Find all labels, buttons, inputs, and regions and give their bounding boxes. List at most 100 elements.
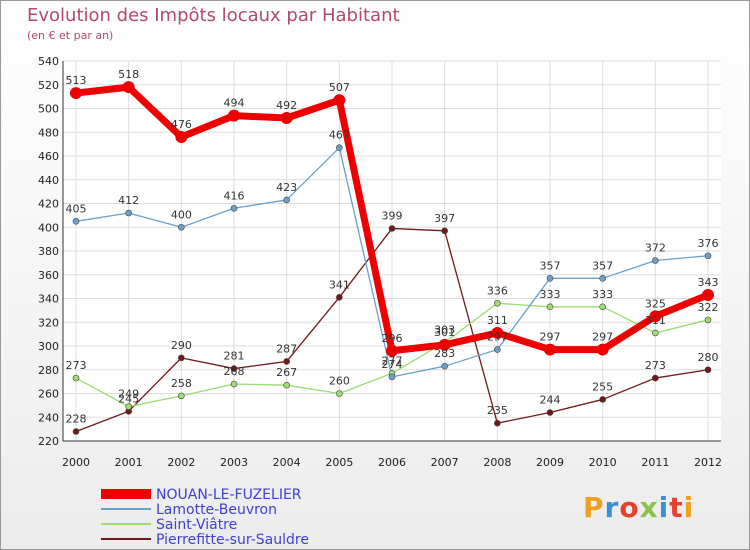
data-point — [546, 409, 554, 416]
data-point — [494, 346, 501, 353]
legend-label: Pierrefitte-sur-Sauldre — [156, 532, 309, 548]
data-label: 322 — [698, 301, 719, 314]
data-label: 494 — [224, 97, 245, 110]
data-label: 273 — [645, 359, 666, 372]
data-label: 296 — [382, 332, 403, 345]
data-point — [336, 144, 343, 151]
data-label: 281 — [224, 350, 245, 363]
data-point — [336, 294, 343, 301]
data-point — [280, 112, 293, 124]
data-label: 283 — [434, 347, 455, 360]
x-tick-label: 2010 — [589, 456, 617, 469]
data-point — [649, 310, 662, 323]
data-point — [386, 344, 398, 357]
x-tick-label: 2009 — [536, 456, 564, 469]
y-tick-label: 500 — [38, 103, 59, 116]
data-label: 245 — [118, 392, 139, 405]
data-point — [230, 365, 238, 372]
data-point — [704, 316, 712, 324]
legend-label: Lamotte-Beuvron — [156, 502, 277, 518]
y-tick-label: 400 — [38, 221, 59, 234]
data-point — [283, 196, 290, 204]
data-label: 397 — [434, 212, 455, 225]
data-point — [652, 374, 659, 382]
data-point — [72, 428, 80, 435]
data-label: 255 — [592, 380, 613, 393]
data-point — [283, 381, 290, 389]
data-label: 311 — [487, 314, 508, 327]
x-tick-label: 2004 — [273, 456, 301, 469]
x-tick-label: 2007 — [431, 456, 459, 469]
legend-label: Saint-Viâtre — [156, 517, 237, 533]
data-point — [494, 419, 501, 427]
data-point — [652, 329, 659, 337]
data-label: 399 — [382, 209, 403, 222]
x-tick-label: 2011 — [641, 456, 669, 469]
data-point — [546, 275, 554, 282]
data-label: 405 — [66, 202, 87, 215]
y-tick-label: 240 — [38, 411, 59, 424]
data-label: 277 — [382, 354, 403, 367]
data-label: 492 — [276, 99, 297, 112]
data-point — [652, 257, 659, 264]
data-label: 416 — [224, 189, 245, 202]
x-tick-label: 2005 — [325, 456, 353, 469]
data-label: 303 — [434, 323, 455, 336]
data-point — [544, 343, 556, 356]
y-tick-label: 460 — [38, 150, 59, 163]
data-label: 507 — [329, 81, 350, 94]
data-label: 333 — [540, 288, 561, 301]
data-label: 467 — [329, 129, 350, 142]
x-tick-label: 2003 — [220, 456, 248, 469]
y-tick-label: 440 — [38, 174, 59, 187]
data-label: 274 — [382, 358, 403, 371]
data-label: 372 — [645, 242, 666, 255]
chart-title: Evolution des Impôts locaux par Habitant — [27, 5, 400, 26]
data-label: 258 — [171, 377, 192, 390]
data-point — [438, 338, 451, 351]
data-point — [125, 403, 132, 410]
data-label: 244 — [540, 394, 561, 407]
data-point — [599, 303, 606, 311]
data-point — [388, 373, 396, 381]
proxiti-logo: Proxiti — [583, 491, 695, 524]
x-tick-label: 2008 — [483, 456, 511, 469]
data-label: 423 — [276, 181, 297, 194]
data-label: 341 — [329, 278, 350, 291]
legend-label: NOUAN-LE-FUZELIER — [156, 487, 302, 503]
data-point — [599, 275, 606, 282]
data-label: 343 — [698, 276, 719, 289]
data-label: 412 — [118, 194, 139, 207]
data-point — [230, 204, 238, 212]
data-point — [178, 354, 185, 362]
data-label: 297 — [592, 331, 613, 344]
y-tick-label: 220 — [38, 435, 59, 448]
x-tick-label: 2002 — [167, 456, 195, 469]
data-label: 336 — [487, 284, 508, 297]
x-tick-label: 2012 — [694, 456, 722, 469]
y-tick-label: 480 — [38, 126, 59, 139]
y-tick-label: 260 — [38, 388, 59, 401]
data-point — [125, 209, 132, 217]
data-point — [228, 109, 240, 122]
data-label: 400 — [171, 208, 192, 221]
data-label: 228 — [66, 413, 87, 426]
data-label: 513 — [66, 74, 87, 87]
data-point — [494, 299, 501, 307]
data-label: 287 — [276, 342, 297, 355]
data-label: 325 — [645, 297, 666, 310]
data-point — [122, 81, 135, 94]
data-label: 301 — [434, 326, 455, 339]
data-label: 376 — [698, 237, 719, 250]
y-tick-label: 520 — [38, 79, 59, 92]
data-point — [70, 87, 82, 100]
data-label: 273 — [66, 359, 87, 372]
data-point — [72, 374, 80, 382]
data-point — [702, 288, 714, 301]
data-label: 267 — [276, 366, 297, 379]
data-point — [441, 227, 448, 235]
data-point — [336, 390, 343, 397]
data-label: 260 — [329, 375, 350, 388]
y-tick-label: 340 — [38, 293, 59, 306]
